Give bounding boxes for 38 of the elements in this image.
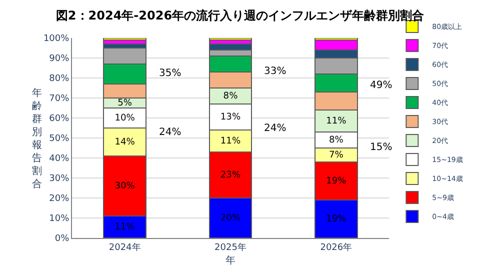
- data-label: 11%: [220, 136, 241, 146]
- data-label: 14%: [114, 137, 136, 148]
- data-label: 8%: [328, 135, 344, 146]
- y-tick-label: 20%: [49, 194, 70, 204]
- annotation: 24%: [159, 127, 182, 138]
- data-label: 19%: [326, 214, 347, 224]
- annotation: 33%: [264, 66, 286, 77]
- y-tick-label: 10%: [49, 214, 70, 224]
- y-tick-label: 80%: [49, 74, 70, 84]
- chart-title: 図2：2024年-2026年の流行入り週のインフルエンザ年齢群別割合: [56, 8, 426, 22]
- y-tick-label: 100%: [43, 34, 70, 44]
- y-tick-label: 0%: [54, 234, 70, 244]
- x-tick-label: 2024年: [108, 242, 141, 253]
- y-tick-label: 50%: [49, 134, 70, 144]
- annotation: 24%: [264, 123, 286, 134]
- y-axis-title: 年齢群別報告割合: [32, 87, 42, 190]
- annotation: 49%: [370, 80, 392, 91]
- y-tick-label: 60%: [49, 114, 70, 124]
- data-label: 20%: [220, 213, 241, 224]
- y-tick-label: 70%: [49, 94, 70, 104]
- data-label: 23%: [220, 170, 241, 180]
- x-tick-label: 2025年: [214, 242, 246, 253]
- data-label: 8%: [223, 91, 238, 102]
- y-tick-label: 90%: [49, 54, 70, 64]
- data-label: 11%: [326, 116, 347, 126]
- annotation: 35%: [159, 68, 182, 79]
- x-tick-label: 2026年: [320, 242, 352, 253]
- y-tick-label: 40%: [49, 154, 70, 164]
- x-axis-title: 年: [226, 254, 236, 266]
- data-label: 30%: [114, 181, 136, 192]
- data-label: 19%: [326, 176, 347, 186]
- annotation: 15%: [370, 142, 392, 153]
- data-label: 11%: [114, 222, 136, 232]
- data-label: 5%: [118, 98, 132, 108]
- data-label: 7%: [328, 150, 344, 160]
- y-tick-label: 30%: [49, 174, 70, 184]
- data-label: 10%: [114, 113, 136, 124]
- data-label: 13%: [220, 112, 241, 122]
